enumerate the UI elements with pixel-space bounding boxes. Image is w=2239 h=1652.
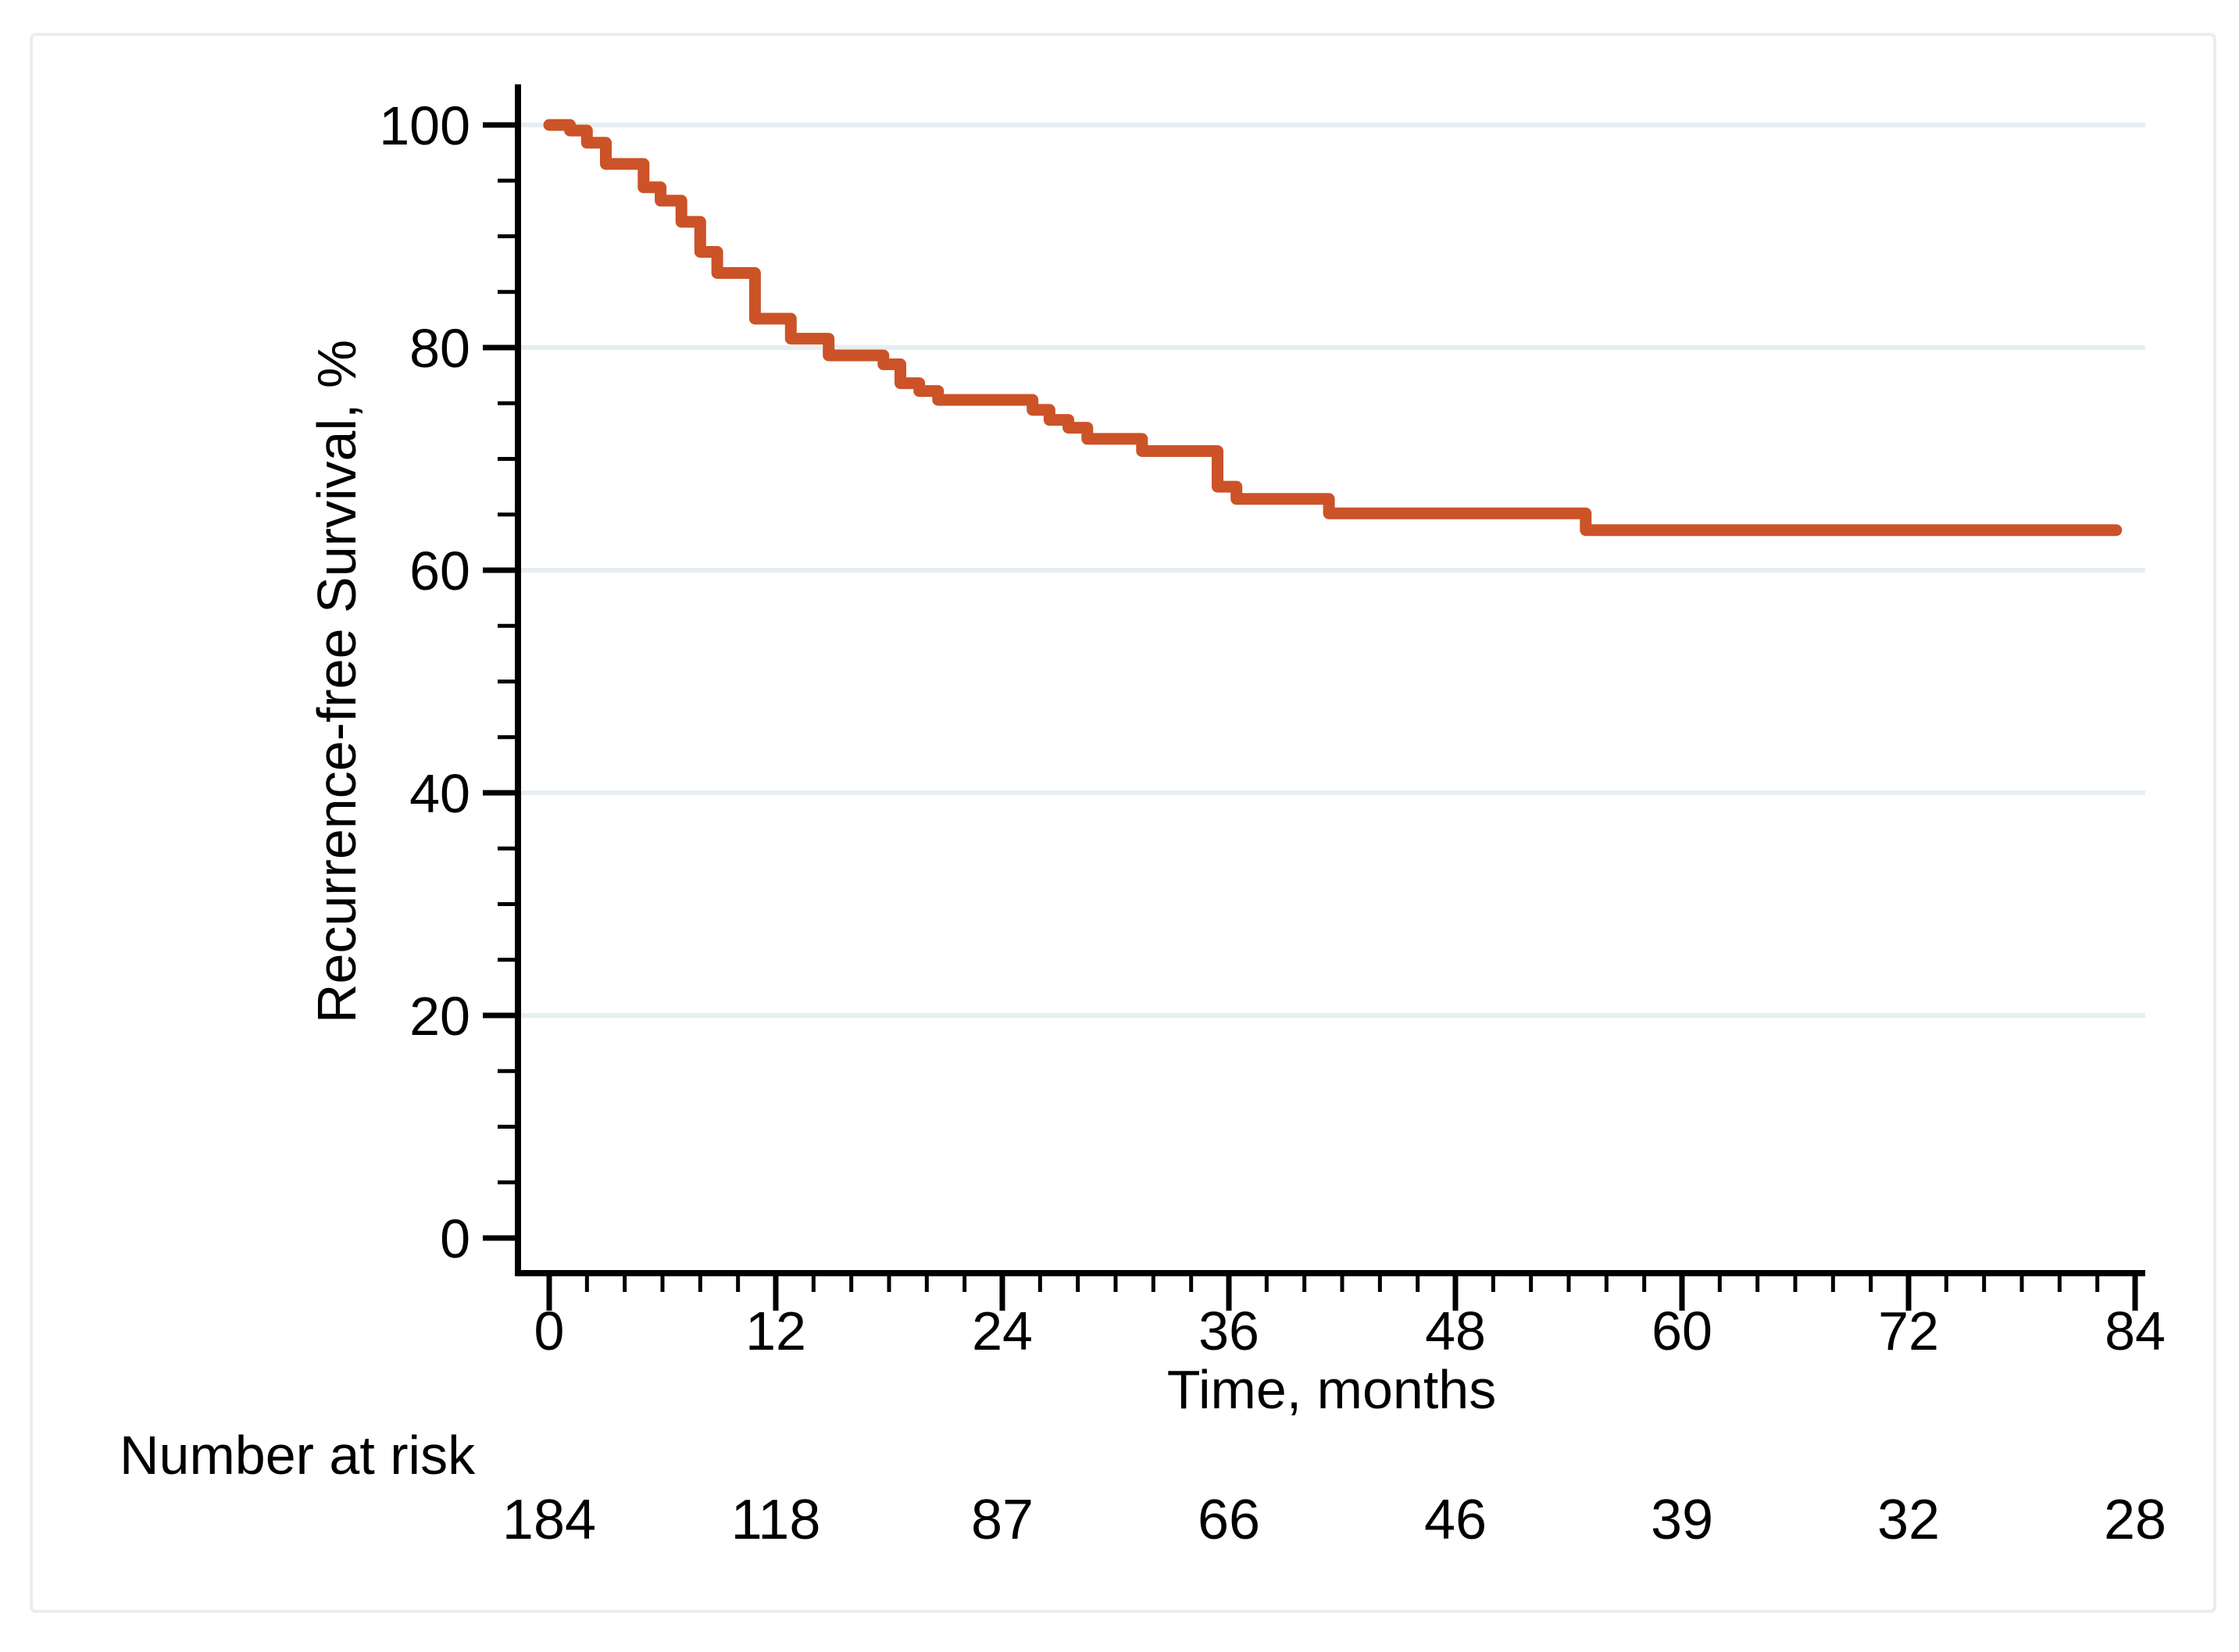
y-tick-label-80: 80 <box>409 318 470 379</box>
risk-count-36: 66 <box>1198 1489 1260 1551</box>
number-at-risk-row: 184 118 87 66 46 39 32 28 <box>502 1489 2166 1551</box>
figure-border <box>30 33 2216 1613</box>
y-tick-label-60: 60 <box>409 541 470 601</box>
x-tick-label-12: 12 <box>745 1301 806 1361</box>
risk-count-24: 87 <box>971 1489 1034 1551</box>
x-tick-label-24: 24 <box>972 1301 1033 1361</box>
x-tick-label-84: 84 <box>2105 1301 2166 1361</box>
y-tick-label-40: 40 <box>409 763 470 824</box>
x-tick-label-0: 0 <box>534 1301 565 1361</box>
axes <box>515 84 2145 1276</box>
x-tick-label-72: 72 <box>1878 1301 1939 1361</box>
km-survival-curve <box>543 119 2123 537</box>
risk-count-84: 28 <box>2104 1489 2166 1551</box>
risk-count-72: 32 <box>1877 1489 1940 1551</box>
y-axis-title: Recurrence-free Survival, % <box>306 340 367 1023</box>
risk-count-48: 46 <box>1424 1489 1487 1551</box>
y-tick-label-0: 0 <box>440 1208 470 1269</box>
risk-count-60: 39 <box>1651 1489 1713 1551</box>
x-axis-title: Time, months <box>1167 1359 1496 1420</box>
x-tick-label-60: 60 <box>1652 1301 1712 1361</box>
y-tick-label-100: 100 <box>379 95 470 156</box>
y-tick-label-20: 20 <box>409 986 470 1047</box>
x-tick-label-48: 48 <box>1425 1301 1486 1361</box>
number-at-risk-label: Number at risk <box>120 1425 476 1486</box>
axis-ticks <box>483 122 2138 1311</box>
gridlines <box>518 123 2145 1018</box>
risk-count-12: 118 <box>731 1489 821 1551</box>
y-tick-labels: 0 20 40 60 80 100 <box>379 95 470 1269</box>
x-tick-label-36: 36 <box>1198 1301 1259 1361</box>
risk-count-0: 184 <box>502 1489 596 1551</box>
x-tick-labels: 0 12 24 36 48 60 72 84 <box>534 1301 2166 1361</box>
